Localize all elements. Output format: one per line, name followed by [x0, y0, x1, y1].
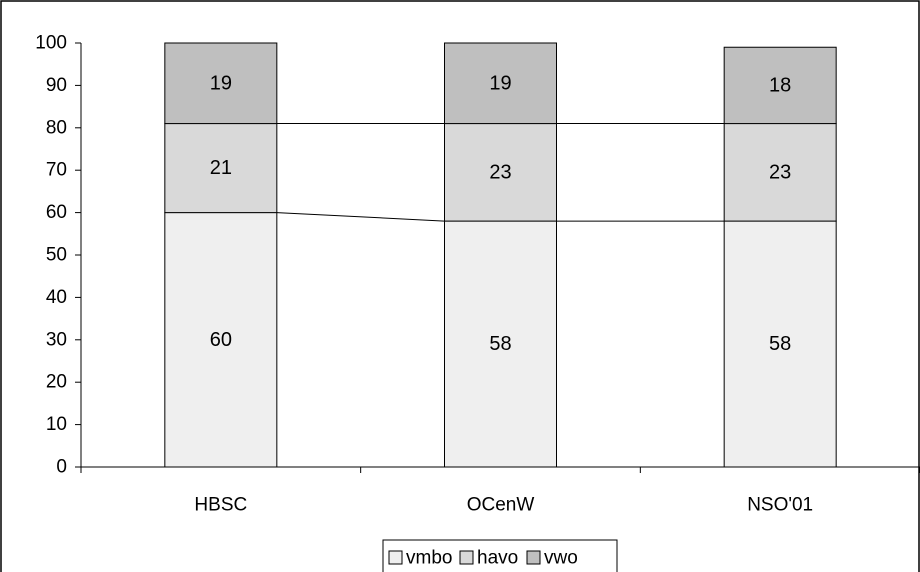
bar-segment-havo — [164, 123, 278, 214]
bar-segment-vmbo — [164, 212, 278, 468]
y-tick-label: 10 — [46, 414, 67, 435]
data-label-havo: 21 — [210, 157, 232, 179]
y-tick-label: 20 — [46, 372, 67, 393]
y-tick-label: 70 — [46, 160, 67, 181]
data-label-vmbo: 60 — [210, 329, 232, 351]
bar-segment-vwo — [164, 42, 278, 125]
legend: vmbo havo vwo — [382, 539, 618, 572]
bar-segment-vmbo — [444, 220, 557, 468]
data-label-havo: 23 — [769, 161, 791, 183]
legend-label-vmbo: vmbo — [406, 548, 452, 569]
series-lines — [276, 123, 725, 222]
data-label-vwo: 19 — [489, 72, 511, 94]
legend-swatch-vmbo — [388, 550, 403, 565]
y-axis: 0 10 20 30 40 50 60 70 80 90 100 — [35, 33, 82, 478]
legend-label-havo: havo — [477, 548, 518, 569]
legend-label-vwo: vwo — [544, 548, 578, 569]
y-tick-label: 90 — [46, 75, 67, 96]
y-tick-label: 60 — [46, 202, 67, 223]
y-tick-label: 30 — [46, 329, 67, 350]
series-line — [276, 212, 445, 222]
x-tick-label: OCenW — [467, 495, 535, 516]
bar-segment-havo — [723, 123, 837, 222]
data-label-vwo: 18 — [769, 74, 791, 96]
y-tick-label: 0 — [56, 457, 67, 478]
y-tick-label: 100 — [35, 33, 67, 54]
data-labels: 60 58 58 21 23 23 19 19 18 — [210, 72, 792, 355]
y-tick-label: 80 — [46, 117, 67, 138]
x-tick-label: HBSC — [194, 495, 247, 516]
bar-segment-vmbo — [723, 220, 837, 468]
legend-swatch-havo — [459, 550, 474, 565]
data-label-havo: 23 — [489, 161, 511, 183]
bar-segment-vwo — [723, 46, 837, 125]
y-tick-label: 50 — [46, 245, 67, 266]
bars — [164, 42, 837, 468]
data-label-vwo: 19 — [210, 72, 232, 94]
legend-swatch-vwo — [526, 550, 541, 565]
bar-segment-havo — [444, 123, 557, 222]
data-label-vmbo: 58 — [489, 333, 511, 355]
legend-box — [382, 539, 618, 572]
y-tick-label: 40 — [46, 287, 67, 308]
data-label-vmbo: 58 — [769, 333, 791, 355]
bar-segment-vwo — [444, 42, 557, 125]
x-tick-label: NSO'01 — [747, 495, 813, 516]
